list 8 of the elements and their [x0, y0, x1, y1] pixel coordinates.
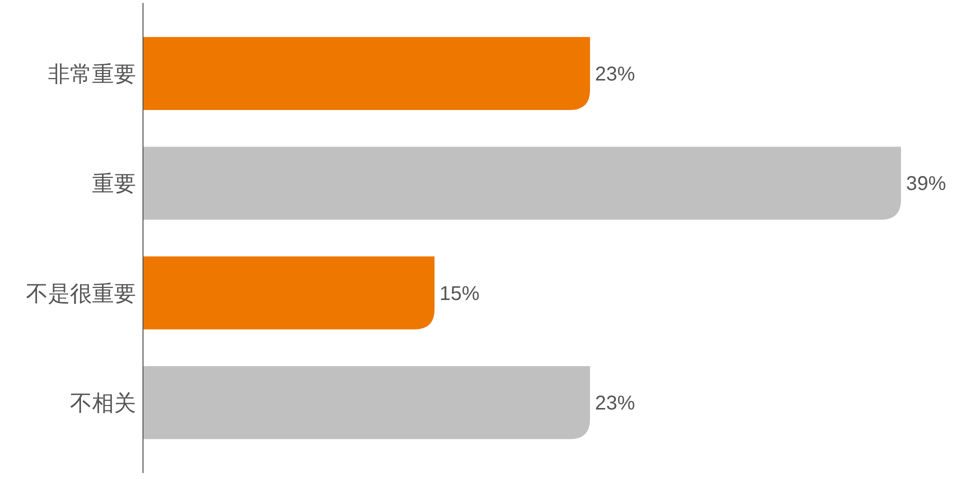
y-tick-label: 非常重要: [48, 62, 136, 86]
y-tick-label: 重要: [92, 171, 136, 196]
data-label: 23%: [595, 64, 636, 86]
data-label: 23%: [595, 392, 636, 415]
y-tick-label: 不是很重要: [26, 280, 136, 306]
data-label: 15%: [440, 282, 480, 305]
y-tick-label: 不相关: [70, 390, 136, 416]
data-label: 39%: [906, 173, 946, 196]
